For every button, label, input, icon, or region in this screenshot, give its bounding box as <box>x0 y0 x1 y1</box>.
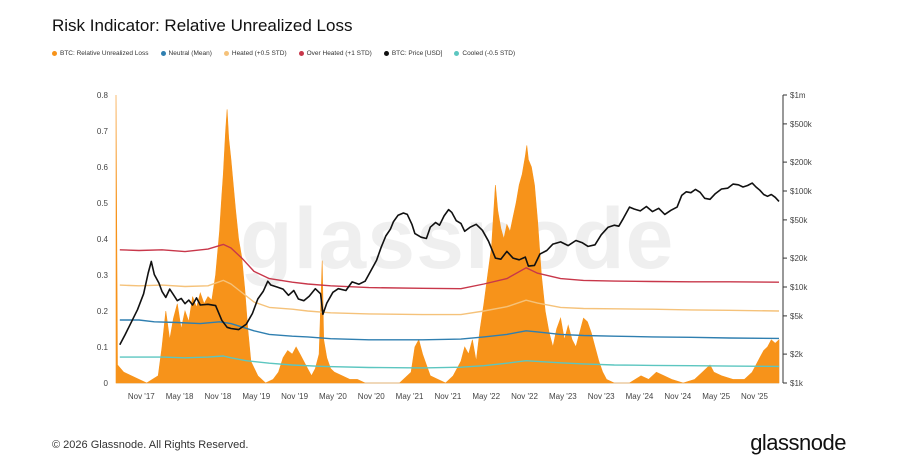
x-tick-label: Nov '20 <box>358 392 385 401</box>
watermark: glassnode <box>240 191 675 287</box>
x-tick-label: May '23 <box>549 392 577 401</box>
legend-item-cooled[interactable]: Cooled (-0.5 STD) <box>454 50 515 57</box>
x-tick-label: Nov '17 <box>128 392 155 401</box>
footer-copyright: © 2026 Glassnode. All Rights Reserved. <box>52 439 249 451</box>
y-left-tick-label: 0.2 <box>97 307 109 316</box>
series-area-relative-unrealized-loss <box>115 94 780 384</box>
x-tick-label: Nov '19 <box>281 392 308 401</box>
y-left-tick-label: 0.5 <box>97 199 109 208</box>
x-tick-label: Nov '23 <box>588 392 615 401</box>
legend-label-neutral: Neutral (Mean) <box>168 50 212 57</box>
x-tick-label: May '21 <box>396 392 424 401</box>
y-left-tick-label: 0.3 <box>97 271 109 280</box>
series-line-heated-0-5-std <box>119 279 780 316</box>
x-tick-label: Nov '25 <box>741 392 768 401</box>
y-left-tick-label: 0.1 <box>97 343 109 352</box>
legend-dot-heated <box>223 51 229 56</box>
legend-label-loss: BTC: Relative Unrealized Loss <box>60 50 149 57</box>
x-tick-label: May '24 <box>626 392 654 401</box>
legend-label-heated: Heated (+0.5 STD) <box>231 50 287 57</box>
y-right-tick-label: $500k <box>790 120 813 129</box>
legend: BTC: Relative Unrealized Loss Neutral (M… <box>52 50 515 57</box>
y-right-tick-label: $100k <box>790 187 813 196</box>
chart-title: Risk Indicator: Relative Unrealized Loss <box>52 16 353 35</box>
series-line-over-heated-1-std <box>119 243 780 290</box>
x-tick-label: Nov '18 <box>205 392 232 401</box>
legend-item-overheated[interactable]: Over Heated (+1 STD) <box>298 50 372 57</box>
series-line-neutral-mean <box>119 319 780 341</box>
legend-item-loss[interactable]: BTC: Relative Unrealized Loss <box>52 50 149 57</box>
series-line-cooled-0-5-std <box>119 355 780 369</box>
y-right-tick-label: $5k <box>790 312 804 321</box>
legend-item-neutral[interactable]: Neutral (Mean) <box>160 50 212 57</box>
y-left-tick-label: 0.7 <box>97 127 109 136</box>
legend-dot-neutral <box>160 51 166 56</box>
y-left-tick-label: 0.4 <box>97 235 109 244</box>
x-tick-label: May '22 <box>472 392 500 401</box>
series-line-btc-price-usd <box>119 182 780 346</box>
footer-logo[interactable]: glassnode <box>750 430 846 455</box>
x-tick-label: Nov '21 <box>434 392 461 401</box>
legend-label-price: BTC: Price [USD] <box>391 50 443 57</box>
x-tick-label: May '19 <box>242 392 270 401</box>
legend-dot-overheated <box>298 51 304 56</box>
y-right-tick-label: $10k <box>790 283 808 292</box>
y-right-tick-label: $2k <box>790 350 804 359</box>
y-right-tick-label: $50k <box>790 216 808 225</box>
x-tick-label: May '18 <box>166 392 194 401</box>
y-left-tick-label: 0 <box>104 379 109 388</box>
y-right-tick-label: $20k <box>790 254 808 263</box>
y-left-tick-label: 0.8 <box>97 91 109 100</box>
legend-label-overheated: Over Heated (+1 STD) <box>306 50 372 57</box>
legend-label-cooled: Cooled (-0.5 STD) <box>462 50 516 57</box>
legend-item-price[interactable]: BTC: Price [USD] <box>383 50 443 57</box>
y-right-tick-label: $200k <box>790 158 813 167</box>
y-right-tick-label: $1m <box>790 91 806 100</box>
legend-dot-cooled <box>454 51 460 56</box>
x-tick-label: May '25 <box>702 392 730 401</box>
y-right-tick-label: $1k <box>790 379 804 388</box>
x-tick-label: Nov '22 <box>511 392 538 401</box>
x-tick-label: May '20 <box>319 392 347 401</box>
legend-item-heated[interactable]: Heated (+0.5 STD) <box>223 50 287 57</box>
legend-dot-price <box>383 51 389 56</box>
y-left-tick-label: 0.6 <box>97 163 109 172</box>
x-tick-label: Nov '24 <box>664 392 691 401</box>
legend-dot-loss <box>52 51 57 56</box>
